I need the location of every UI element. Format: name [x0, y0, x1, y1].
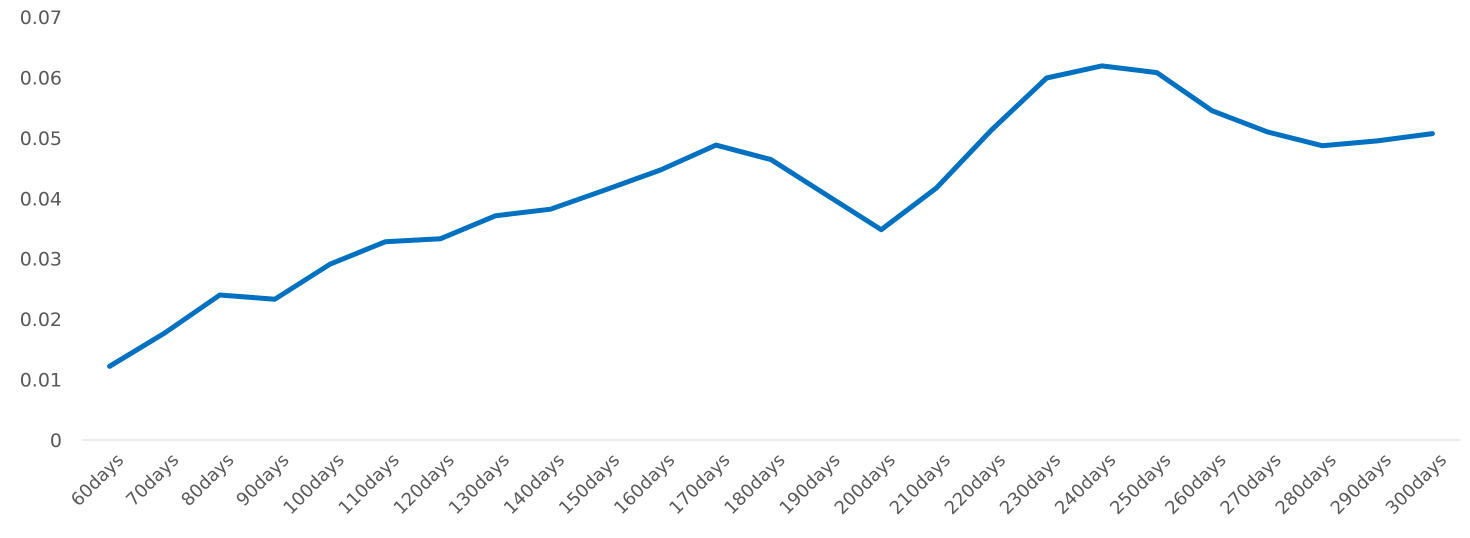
y-tick-label: 0.01	[20, 370, 62, 392]
y-tick-label: 0	[50, 430, 62, 452]
y-tick-label: 0.07	[20, 7, 62, 29]
y-tick-label: 0.02	[20, 309, 62, 331]
y-tick-label: 0.03	[20, 249, 62, 271]
y-tick-label: 0.06	[20, 67, 62, 89]
y-tick-label: 0.05	[20, 128, 62, 150]
x-tick-label: 80days	[177, 450, 238, 511]
x-tick-label: 300days	[1382, 450, 1451, 519]
y-tick-label: 0.04	[20, 188, 62, 210]
series-line	[110, 66, 1433, 366]
x-tick-label: 60days	[67, 450, 128, 511]
x-axis: 60days70days80days90days100days110days12…	[67, 450, 1451, 519]
series-points	[109, 66, 1432, 367]
x-tick-label: 70days	[122, 450, 183, 511]
y-axis: 0 0.01 0.02 0.03 0.04 0.05 0.06 0.07	[20, 7, 62, 452]
